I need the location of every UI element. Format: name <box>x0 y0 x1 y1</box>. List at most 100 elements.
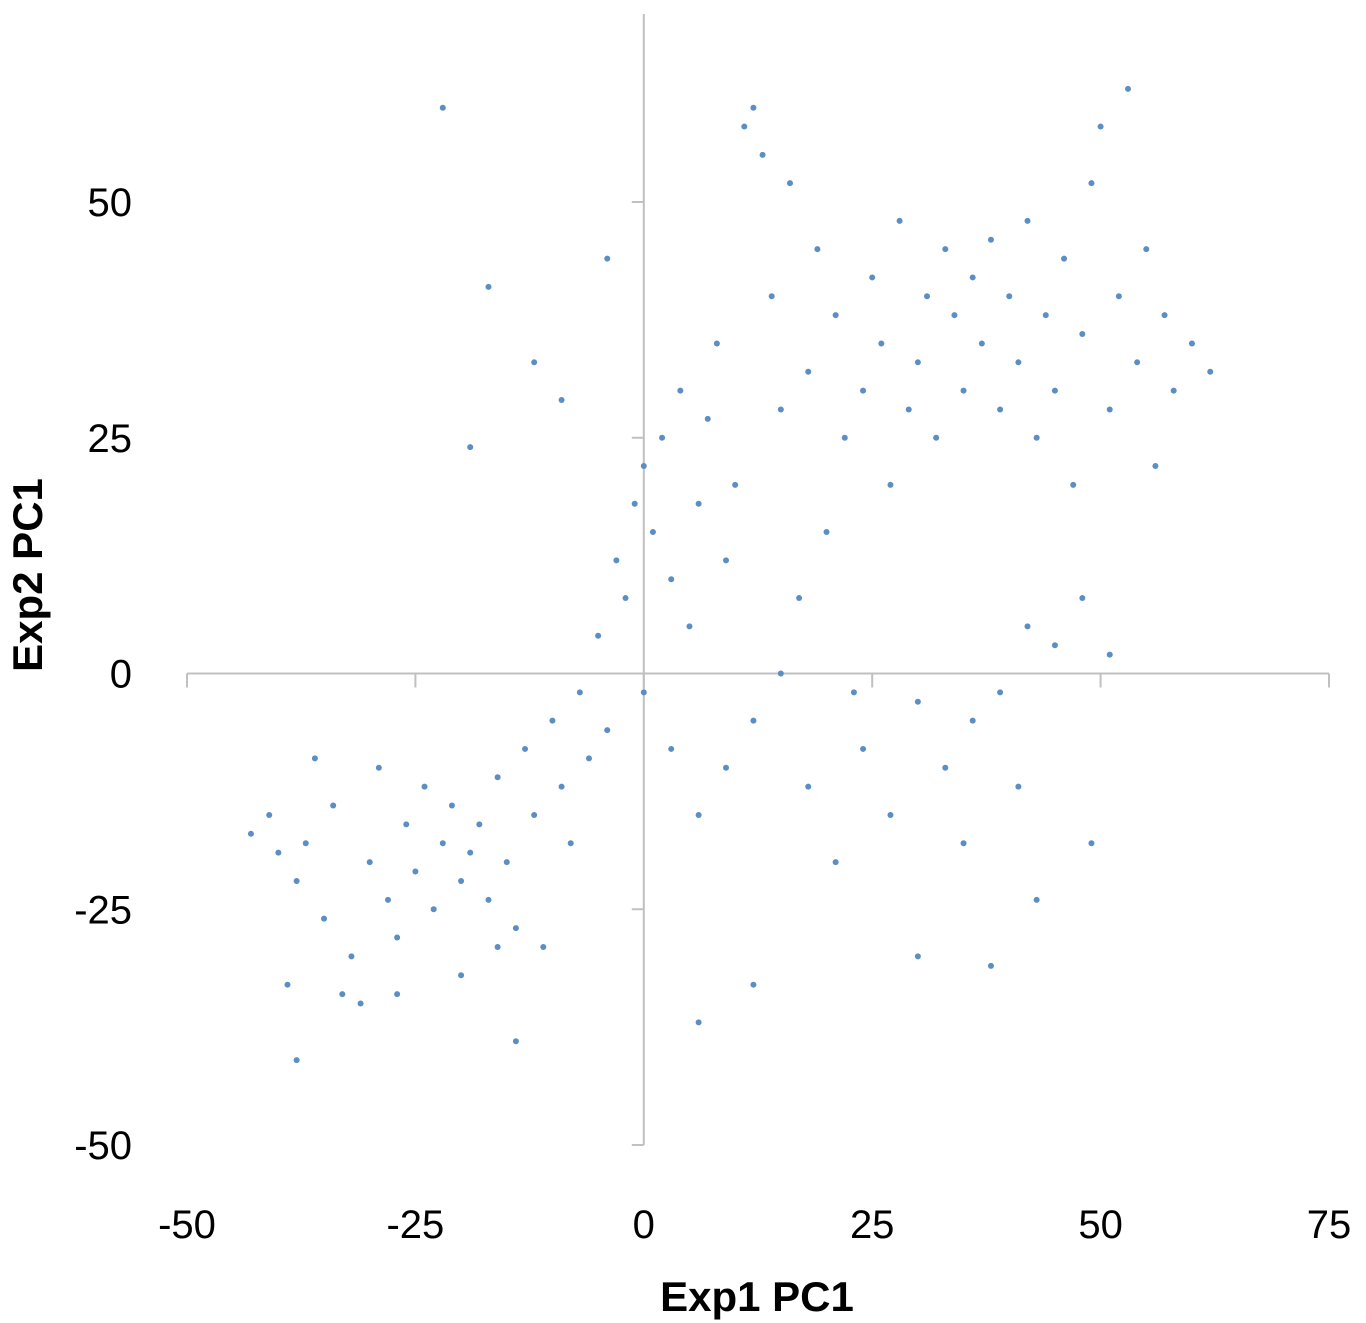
data-point <box>777 670 784 677</box>
data-point <box>311 755 318 762</box>
data-point <box>567 840 574 847</box>
data-point <box>293 1057 300 1064</box>
data-point <box>1033 434 1040 441</box>
data-point <box>439 840 446 847</box>
data-points <box>247 85 1214 1064</box>
data-point <box>458 972 465 979</box>
data-point <box>622 595 629 602</box>
y-tick-label: 25 <box>88 417 133 461</box>
data-point <box>604 727 611 734</box>
data-point <box>1152 463 1159 470</box>
data-point <box>1143 246 1150 253</box>
data-point <box>869 274 876 281</box>
data-point <box>1061 255 1068 262</box>
data-point <box>558 783 565 790</box>
data-point <box>860 745 867 752</box>
data-point <box>814 246 821 253</box>
data-point <box>494 774 501 781</box>
data-point <box>850 689 857 696</box>
data-point <box>640 689 647 696</box>
data-point <box>439 104 446 111</box>
data-point <box>695 1019 702 1026</box>
data-point <box>823 529 830 536</box>
x-tick-marks <box>186 673 1330 688</box>
data-point <box>695 811 702 818</box>
data-point <box>558 397 565 404</box>
data-point <box>750 104 757 111</box>
data-point <box>732 481 739 488</box>
data-point <box>595 632 602 639</box>
data-point <box>713 340 720 347</box>
data-point <box>914 359 921 366</box>
data-point <box>384 896 391 903</box>
data-point <box>339 991 346 998</box>
data-point <box>430 906 437 913</box>
data-point <box>1042 312 1049 319</box>
data-point <box>796 595 803 602</box>
data-point <box>878 340 885 347</box>
data-point <box>887 811 894 818</box>
data-point <box>914 953 921 960</box>
data-point <box>704 415 711 422</box>
data-point <box>777 406 784 413</box>
data-point <box>1088 180 1095 187</box>
data-point <box>1106 651 1113 658</box>
data-point <box>951 312 958 319</box>
data-point <box>960 840 967 847</box>
y-tick-label: -25 <box>74 888 132 932</box>
data-point <box>987 236 994 243</box>
data-point <box>1024 623 1031 630</box>
data-point <box>476 821 483 828</box>
data-point <box>1134 359 1141 366</box>
data-point <box>723 557 730 564</box>
data-point <box>987 962 994 969</box>
data-point <box>604 255 611 262</box>
data-point <box>585 755 592 762</box>
data-point <box>1161 312 1168 319</box>
y-tick-label: 0 <box>110 653 132 697</box>
data-point <box>1033 896 1040 903</box>
data-point <box>357 1000 364 1007</box>
data-point <box>1024 217 1031 224</box>
data-point <box>786 180 793 187</box>
data-point <box>887 481 894 488</box>
data-point <box>942 764 949 771</box>
data-point <box>1106 406 1113 413</box>
data-point <box>659 434 666 441</box>
x-axis-title: Exp1 PC1 <box>660 1273 854 1320</box>
data-point <box>997 689 1004 696</box>
data-point <box>978 340 985 347</box>
data-point <box>805 783 812 790</box>
data-point <box>494 943 501 950</box>
data-point <box>896 217 903 224</box>
y-tick-marks <box>631 201 644 1146</box>
data-point <box>969 274 976 281</box>
data-point <box>1070 481 1077 488</box>
data-point <box>723 764 730 771</box>
data-point <box>467 444 474 451</box>
data-point <box>1097 123 1104 130</box>
data-point <box>485 283 492 290</box>
data-point <box>631 500 638 507</box>
data-point <box>942 246 949 253</box>
data-point <box>366 859 373 866</box>
data-point <box>531 811 538 818</box>
data-point <box>640 463 647 470</box>
data-point <box>275 849 282 856</box>
data-point <box>1115 293 1122 300</box>
data-point <box>750 717 757 724</box>
x-tick-label: 25 <box>850 1203 895 1247</box>
data-point <box>860 387 867 394</box>
data-point <box>321 915 328 922</box>
data-point <box>458 877 465 884</box>
x-tick-label: -25 <box>386 1203 444 1247</box>
data-point <box>832 859 839 866</box>
data-point <box>1015 359 1022 366</box>
y-tick-label: 50 <box>88 181 133 225</box>
data-point <box>394 991 401 998</box>
data-point <box>1125 85 1132 92</box>
data-point <box>997 406 1004 413</box>
data-point <box>924 293 931 300</box>
data-point <box>832 312 839 319</box>
axes <box>186 14 1330 1146</box>
